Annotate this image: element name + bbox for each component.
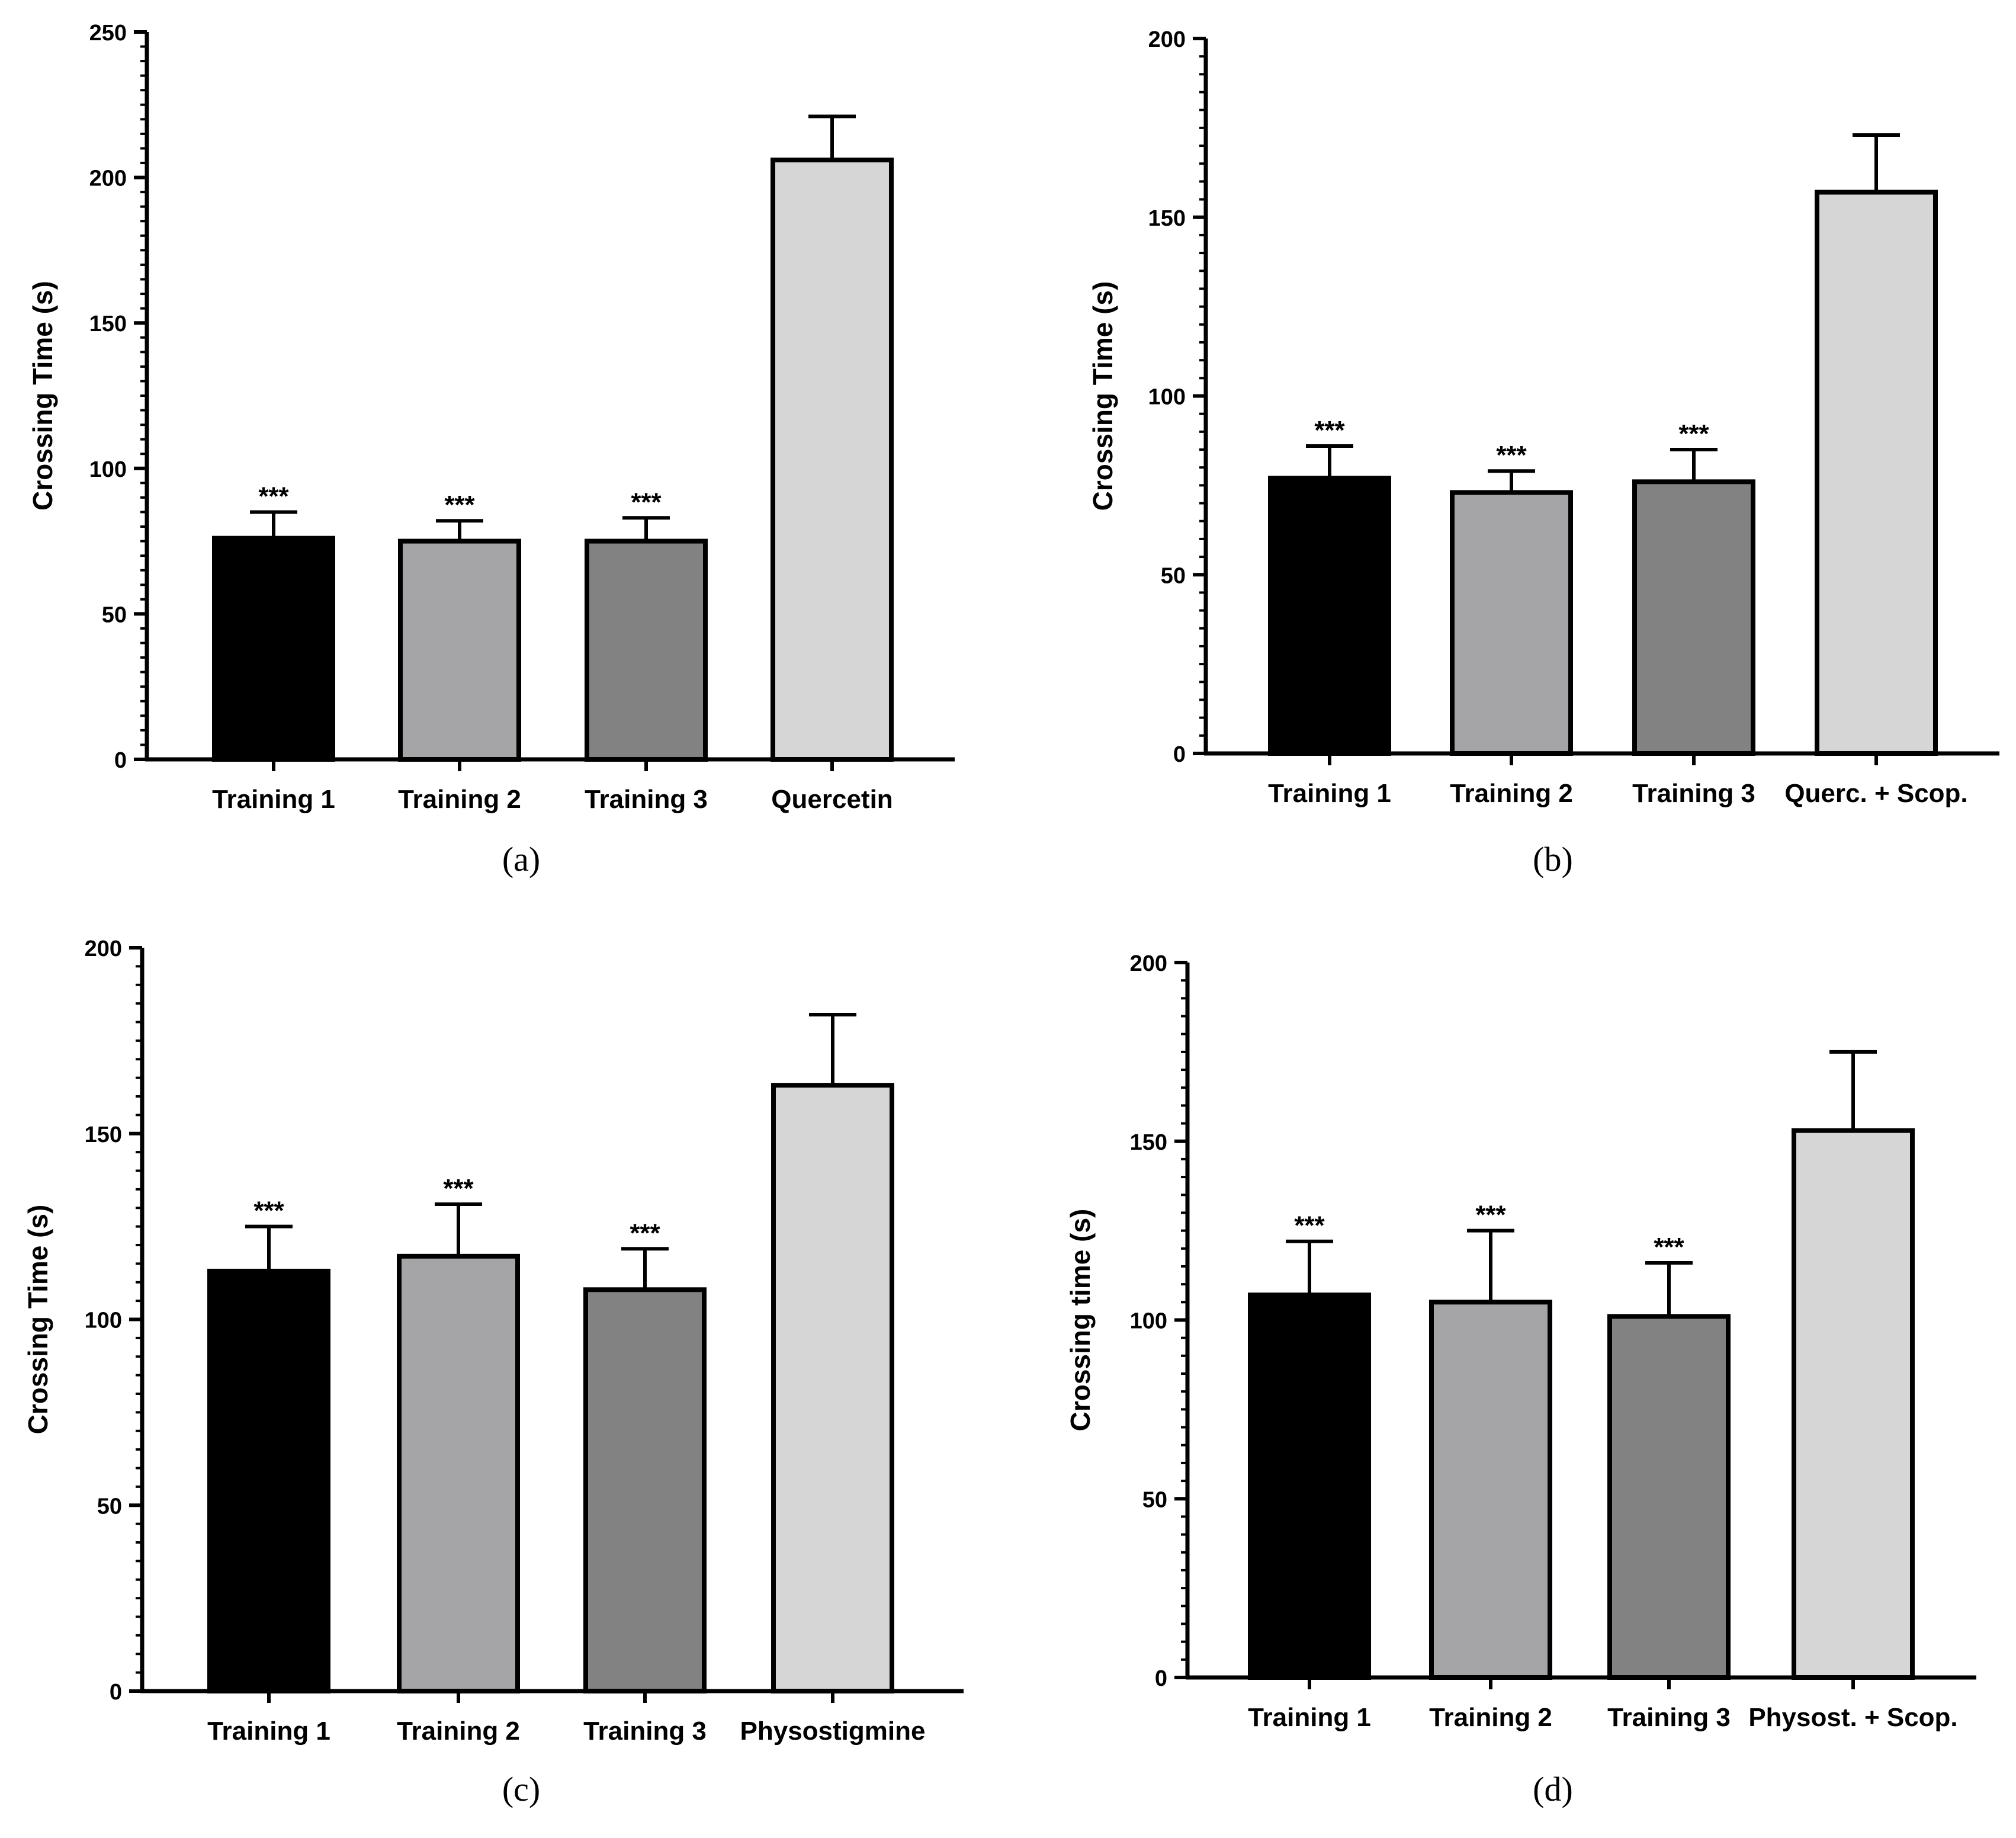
x-tick-label: Training 1 — [212, 785, 335, 814]
bar-physost-scop — [1792, 1128, 1915, 1680]
significance-marker: *** — [1654, 1233, 1684, 1262]
y-tick-label: 50 — [1142, 1487, 1167, 1512]
y-axis-title: Crossing Time (s) — [23, 1205, 53, 1435]
significance-marker: *** — [1294, 1211, 1325, 1240]
y-tick-label: 0 — [1155, 1666, 1167, 1691]
significance-marker: *** — [630, 1218, 660, 1247]
y-tick-label: 0 — [114, 748, 127, 773]
x-tick-label: Training 1 — [1248, 1703, 1371, 1732]
significance-marker: *** — [443, 1174, 474, 1203]
significance-marker: *** — [258, 482, 289, 511]
chart-panel-a: 0 50 100 150 200 250 Crossing Time (s) Training… — [27, 21, 955, 878]
panel-label: (c) — [502, 1770, 540, 1808]
panel-label: (d) — [1533, 1770, 1573, 1808]
x-tick-label: Training 2 — [1429, 1703, 1552, 1732]
x-tick-label: Training 2 — [398, 785, 521, 814]
significance-marker: *** — [253, 1197, 284, 1226]
significance-marker: *** — [1678, 419, 1709, 448]
y-tick-label: 50 — [102, 602, 127, 627]
significance-marker: *** — [1314, 416, 1345, 445]
bar-querc-scop — [1815, 190, 1938, 756]
bar-training-3 — [1607, 1314, 1731, 1680]
chart-panel-b: 0 50 100 150 200 Crossing Time (s) Training 1 *… — [1087, 27, 1999, 878]
x-tick-label: Quercetin — [771, 785, 893, 814]
bar-training-2 — [1450, 490, 1573, 756]
y-axis-title: Crossing Time (s) — [1087, 281, 1118, 511]
y-tick-label: 100 — [1148, 385, 1186, 410]
y-tick-label: 150 — [89, 312, 127, 336]
bar-training-1 — [1248, 1292, 1371, 1680]
y-tick-label: 100 — [85, 1308, 122, 1333]
panel-label: (b) — [1533, 840, 1573, 878]
y-tick-label: 0 — [110, 1680, 122, 1705]
significance-marker: *** — [1475, 1201, 1506, 1230]
x-tick-label: Training 1 — [1268, 779, 1391, 808]
y-tick-label: 150 — [85, 1122, 122, 1147]
bar-training-2 — [1429, 1300, 1552, 1680]
y-tick-label: 100 — [1130, 1309, 1167, 1334]
y-tick-label: 150 — [1148, 206, 1186, 231]
x-tick-label: Querc. + Scop. — [1784, 779, 1967, 808]
bar-training-1 — [212, 535, 335, 762]
significance-marker: *** — [444, 490, 475, 519]
y-axis-title: Crossing time (s) — [1065, 1209, 1096, 1432]
y-axis-title: Crossing Time (s) — [27, 281, 58, 511]
bar-training-3 — [585, 538, 708, 762]
x-tick-label: Training 2 — [1450, 779, 1573, 808]
x-tick-label: Training 1 — [207, 1717, 330, 1746]
y-tick-label: 100 — [89, 457, 127, 482]
significance-marker: *** — [1496, 441, 1527, 470]
y-tick-label: 200 — [1148, 27, 1186, 52]
bar-training-2 — [397, 1253, 520, 1693]
x-tick-label: Training 3 — [583, 1717, 707, 1746]
chart-panel-d: 0 50 100 150 200 Crossing time (s) Training 1 *… — [1065, 951, 1976, 1808]
bar-quercetin — [771, 158, 894, 762]
y-tick-label: 200 — [85, 936, 122, 961]
x-tick-label: Training 3 — [585, 785, 708, 814]
y-tick-label: 50 — [1161, 563, 1186, 588]
x-tick-label: Training 3 — [1632, 779, 1755, 808]
y-tick-label: 50 — [97, 1494, 122, 1519]
bar-training-3 — [1632, 479, 1755, 756]
y-tick-label: 150 — [1130, 1130, 1167, 1155]
panel-label: (a) — [502, 840, 540, 878]
significance-marker: *** — [631, 487, 662, 517]
y-tick-label: 0 — [1173, 742, 1186, 767]
x-tick-label: Training 3 — [1607, 1703, 1731, 1732]
x-tick-label: Training 2 — [397, 1717, 520, 1746]
x-tick-label: Physostigmine — [740, 1717, 926, 1746]
bar-training-1 — [1268, 476, 1391, 756]
bar-training-3 — [583, 1287, 707, 1694]
bar-training-2 — [398, 538, 521, 762]
y-tick-label: 200 — [89, 166, 127, 191]
bar-physostigmine — [771, 1083, 894, 1694]
y-tick-label: 200 — [1130, 951, 1167, 976]
chart-panel-c: 0 50 100 150 200 Crossing Time (s) Training 1 *… — [23, 936, 964, 1808]
bar-training-1 — [207, 1268, 330, 1694]
x-tick-label: Physost. + Scop. — [1748, 1703, 1957, 1732]
y-tick-label: 250 — [89, 21, 127, 46]
